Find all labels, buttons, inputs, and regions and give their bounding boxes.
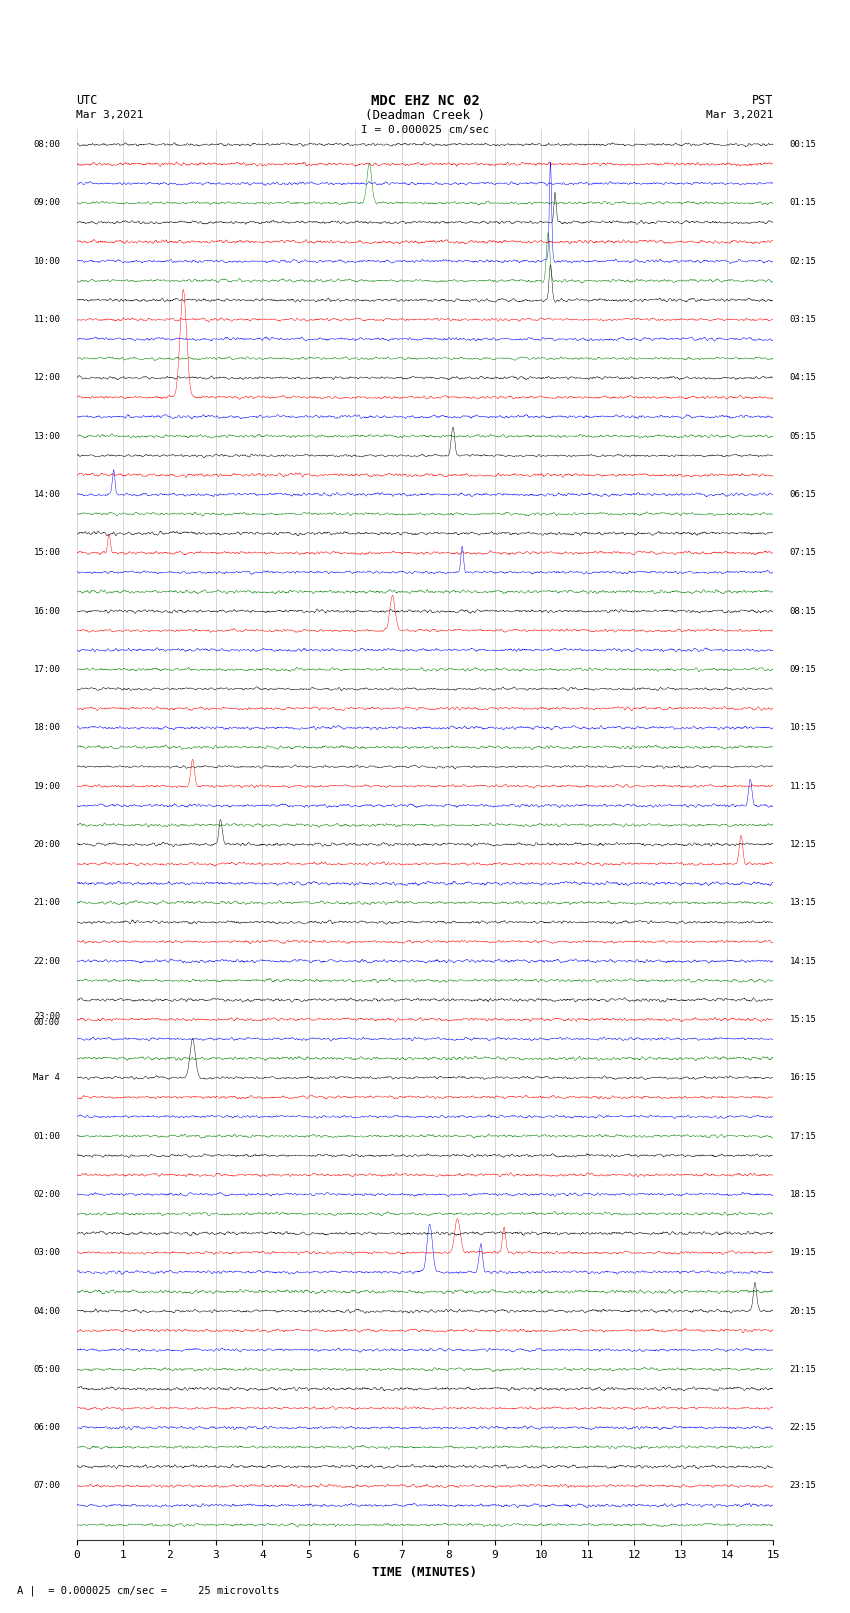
Text: 16:00: 16:00	[33, 606, 60, 616]
X-axis label: TIME (MINUTES): TIME (MINUTES)	[372, 1566, 478, 1579]
Text: 08:15: 08:15	[790, 606, 817, 616]
Text: 16:15: 16:15	[790, 1073, 817, 1082]
Text: 15:00: 15:00	[33, 548, 60, 558]
Text: (Deadman Creek ): (Deadman Creek )	[365, 108, 485, 123]
Text: 13:15: 13:15	[790, 898, 817, 907]
Text: PST: PST	[752, 94, 774, 106]
Text: 07:00: 07:00	[33, 1481, 60, 1490]
Text: 17:00: 17:00	[33, 665, 60, 674]
Text: MDC EHZ NC 02: MDC EHZ NC 02	[371, 94, 479, 108]
Text: UTC: UTC	[76, 94, 98, 106]
Text: 06:00: 06:00	[33, 1423, 60, 1432]
Text: 06:15: 06:15	[790, 490, 817, 498]
Text: 19:00: 19:00	[33, 782, 60, 790]
Text: 03:00: 03:00	[33, 1248, 60, 1257]
Text: 23:00: 23:00	[34, 1011, 60, 1021]
Text: 05:15: 05:15	[790, 432, 817, 440]
Text: 09:15: 09:15	[790, 665, 817, 674]
Text: 12:15: 12:15	[790, 840, 817, 848]
Text: 21:00: 21:00	[33, 898, 60, 907]
Text: 11:15: 11:15	[790, 782, 817, 790]
Text: 14:00: 14:00	[33, 490, 60, 498]
Text: 02:15: 02:15	[790, 256, 817, 266]
Text: 13:00: 13:00	[33, 432, 60, 440]
Text: 01:00: 01:00	[33, 1132, 60, 1140]
Text: 07:15: 07:15	[790, 548, 817, 558]
Text: 15:15: 15:15	[790, 1015, 817, 1024]
Text: I = 0.000025 cm/sec: I = 0.000025 cm/sec	[361, 124, 489, 135]
Text: 21:15: 21:15	[790, 1365, 817, 1374]
Text: 08:00: 08:00	[33, 140, 60, 148]
Text: 18:00: 18:00	[33, 723, 60, 732]
Text: 01:15: 01:15	[790, 198, 817, 208]
Text: 17:15: 17:15	[790, 1132, 817, 1140]
Text: 12:00: 12:00	[33, 373, 60, 382]
Text: Mar 3,2021: Mar 3,2021	[76, 110, 144, 119]
Text: 18:15: 18:15	[790, 1190, 817, 1198]
Text: 00:00: 00:00	[34, 1018, 60, 1027]
Text: 02:00: 02:00	[33, 1190, 60, 1198]
Text: 19:15: 19:15	[790, 1248, 817, 1257]
Text: 04:15: 04:15	[790, 373, 817, 382]
Text: 23:15: 23:15	[790, 1481, 817, 1490]
Text: 00:15: 00:15	[790, 140, 817, 148]
Text: Mar 3,2021: Mar 3,2021	[706, 110, 774, 119]
Text: 14:15: 14:15	[790, 957, 817, 966]
Text: 04:00: 04:00	[33, 1307, 60, 1316]
Text: 11:00: 11:00	[33, 315, 60, 324]
Text: 10:00: 10:00	[33, 256, 60, 266]
Text: 22:00: 22:00	[33, 957, 60, 966]
Text: 20:15: 20:15	[790, 1307, 817, 1316]
Text: 20:00: 20:00	[33, 840, 60, 848]
Text: 22:15: 22:15	[790, 1423, 817, 1432]
Text: 05:00: 05:00	[33, 1365, 60, 1374]
Text: A |  = 0.000025 cm/sec =     25 microvolts: A | = 0.000025 cm/sec = 25 microvolts	[17, 1586, 280, 1595]
Text: 03:15: 03:15	[790, 315, 817, 324]
Text: Mar 4: Mar 4	[33, 1073, 60, 1082]
Text: 09:00: 09:00	[33, 198, 60, 208]
Text: 10:15: 10:15	[790, 723, 817, 732]
